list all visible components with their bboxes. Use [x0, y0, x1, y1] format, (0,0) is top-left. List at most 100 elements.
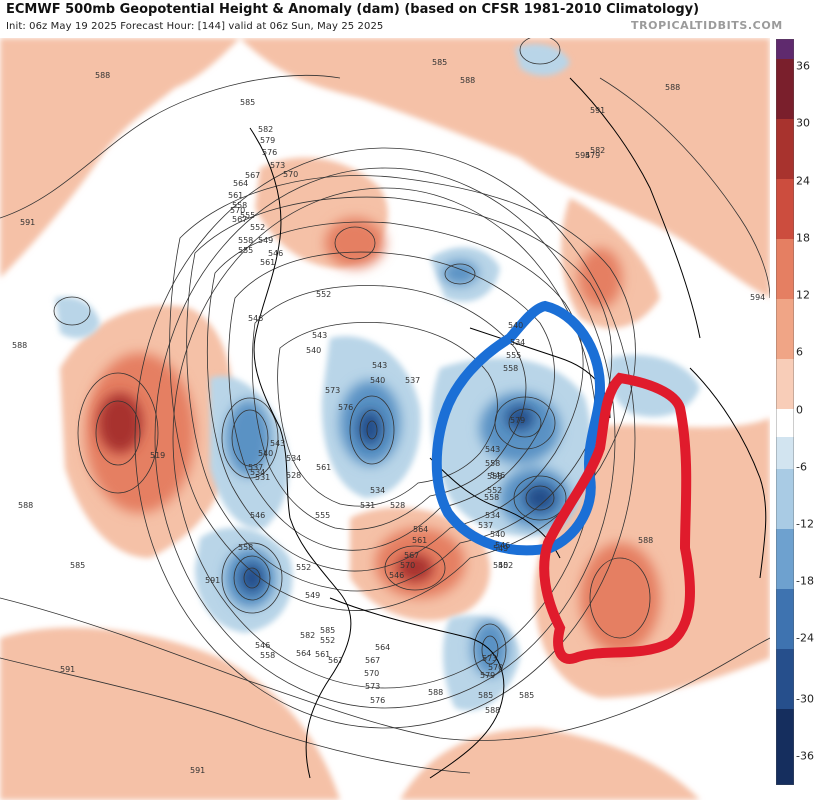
height-contour-label: 534	[286, 454, 301, 463]
height-contour-label: 534	[485, 511, 500, 520]
height-contour-label: 546	[490, 471, 505, 480]
height-contour-label: 567	[232, 215, 247, 224]
height-contour-label: 591	[190, 766, 205, 775]
height-contour-label: 546	[248, 314, 263, 323]
colorbar-tick-label: 0	[796, 403, 803, 417]
height-contour-label: 585	[478, 691, 493, 700]
height-contour-label: 579	[510, 416, 525, 425]
height-contour-label: 588	[18, 501, 33, 510]
height-contour-label: 558	[232, 201, 247, 210]
height-contour-label: 579	[260, 136, 275, 145]
height-contour-label: 588	[12, 341, 27, 350]
colorbar-tick-label: -30	[796, 692, 814, 706]
height-contour-label: 588	[460, 76, 475, 85]
colorbar-tick-label: 36	[796, 59, 810, 73]
height-contour-label: 564	[233, 179, 248, 188]
height-contour-label: 540	[306, 346, 321, 355]
colorbar-tick-label: -18	[796, 574, 814, 588]
blue-trough-circle	[431, 300, 606, 556]
height-contour-label: 555	[315, 511, 330, 520]
height-contour-label: 594	[750, 293, 765, 302]
site-credit: TROPICALTIDBITS.COM	[631, 19, 783, 32]
colorbar-tick-label: 30	[796, 116, 810, 130]
height-contour-label: 555	[506, 351, 521, 360]
height-contour-label: 546	[389, 571, 404, 580]
height-contour-label: 534	[370, 486, 385, 495]
height-contour-label: 570	[364, 669, 379, 678]
height-contour-label: 579	[480, 671, 495, 680]
height-contour-label: 555	[238, 246, 253, 255]
height-contour-label: 573	[325, 386, 340, 395]
height-contour-label: 540	[370, 376, 385, 385]
height-contour-label: 543	[485, 445, 500, 454]
height-contour-label: 540	[490, 530, 505, 539]
height-contour-label: 558	[238, 236, 253, 245]
height-contour-label: 591	[205, 576, 220, 585]
red-ridge-circle	[539, 372, 695, 664]
height-contour-label: 528	[390, 501, 405, 510]
height-contours	[0, 38, 770, 774]
height-contour-label: 552	[296, 563, 311, 572]
height-contour-label: 552	[320, 636, 335, 645]
height-contour-label: 582	[258, 125, 273, 134]
height-contour-label: 546	[495, 541, 510, 550]
height-contour-label: 537	[478, 521, 493, 530]
height-contour-label: 543	[270, 439, 285, 448]
height-contour-label: 570	[400, 561, 415, 570]
height-contour-label: 594	[575, 151, 590, 160]
height-contour-label: 576	[370, 696, 385, 705]
height-contour-label: 531	[360, 501, 375, 510]
height-contour-label: 585	[432, 58, 447, 67]
height-contour-label: 576	[338, 403, 353, 412]
map-subtitle: Init: 06z May 19 2025 Forecast Hour: [14…	[6, 21, 384, 32]
height-contour-label: 537	[405, 376, 420, 385]
height-contour-label: 570	[230, 206, 245, 215]
height-contour-label: 561	[260, 258, 275, 267]
colorbar-tick-label: -6	[796, 460, 807, 474]
height-contour-label: 534	[250, 468, 265, 477]
height-contour-label: 564	[296, 649, 311, 658]
height-contour-label: 540	[493, 561, 508, 570]
height-contour-label: 528	[286, 471, 301, 480]
height-contour-label: 567	[245, 171, 260, 180]
height-contour-label: 585	[519, 691, 534, 700]
height-contour-label: 531	[255, 473, 270, 482]
colorbar-tick-label: -12	[796, 517, 814, 531]
height-contour-label: 591	[60, 665, 75, 674]
height-contour-label: 564	[413, 525, 428, 534]
height-contour-label: 555	[487, 472, 502, 481]
colorbar-tick-label: -24	[796, 631, 814, 645]
height-contour-label: 570	[283, 170, 298, 179]
height-contour-label: 549	[493, 544, 508, 553]
height-contour-label: 567	[365, 656, 380, 665]
height-contour-label: 570	[488, 663, 503, 672]
height-contour-label: 591	[20, 218, 35, 227]
colorbar-tick-label: 18	[796, 231, 810, 245]
height-contour-label: 561	[315, 650, 330, 659]
height-contour-label: 588	[638, 536, 653, 545]
anomaly-map: 5885855825795765735705675645615585555525…	[0, 38, 770, 800]
height-contour-label: 549	[305, 591, 320, 600]
height-contour-label: 519	[150, 451, 165, 460]
height-contour-label: 558	[260, 651, 275, 660]
height-contour-label: 558	[484, 493, 499, 502]
height-contour-label: 546	[268, 249, 283, 258]
height-contour-label: 540	[258, 449, 273, 458]
height-contour-label: 588	[95, 71, 110, 80]
anomaly-colorbar	[776, 39, 794, 785]
height-contour-label: 588	[428, 688, 443, 697]
height-contour-label: 579	[585, 151, 600, 160]
height-contour-label: 534	[510, 338, 525, 347]
negative-anomaly-peak	[240, 406, 556, 593]
height-contour-label: 567	[404, 551, 419, 560]
height-contour-label: 582	[300, 631, 315, 640]
height-contour-label: 582	[590, 146, 605, 155]
height-contour-label: 552	[487, 486, 502, 495]
height-contour-label: 558	[485, 459, 500, 468]
height-contour-label: 549	[258, 236, 273, 245]
height-contour-label: 573	[365, 682, 380, 691]
positive-anomaly-peak	[98, 393, 433, 582]
colorbar-tick-label: 24	[796, 174, 810, 188]
height-labels: 5885855825795765735705675645615585555525…	[12, 58, 765, 775]
height-contour-label: 588	[665, 83, 680, 92]
